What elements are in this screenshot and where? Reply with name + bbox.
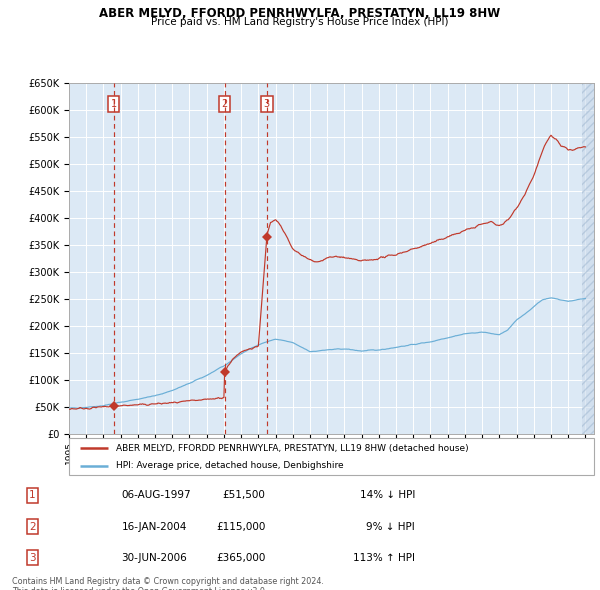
Text: £51,500: £51,500 (223, 490, 265, 500)
Text: ABER MELYD, FFORDD PENRHWYLFA, PRESTATYN, LL19 8HW: ABER MELYD, FFORDD PENRHWYLFA, PRESTATYN… (100, 7, 500, 20)
Text: ABER MELYD, FFORDD PENRHWYLFA, PRESTATYN, LL19 8HW (detached house): ABER MELYD, FFORDD PENRHWYLFA, PRESTATYN… (116, 444, 469, 453)
Text: £365,000: £365,000 (216, 553, 265, 563)
Text: £115,000: £115,000 (216, 522, 265, 532)
Text: 06-AUG-1997: 06-AUG-1997 (121, 490, 191, 500)
Text: Contains HM Land Registry data © Crown copyright and database right 2024.
This d: Contains HM Land Registry data © Crown c… (12, 577, 324, 590)
Text: 30-JUN-2006: 30-JUN-2006 (121, 553, 187, 563)
Text: 113% ↑ HPI: 113% ↑ HPI (353, 553, 415, 563)
Text: 2: 2 (29, 522, 35, 532)
Text: 14% ↓ HPI: 14% ↓ HPI (360, 490, 415, 500)
Bar (583, 83, 594, 434)
Text: 3: 3 (264, 99, 270, 109)
Text: HPI: Average price, detached house, Denbighshire: HPI: Average price, detached house, Denb… (116, 461, 344, 470)
Text: 9% ↓ HPI: 9% ↓ HPI (367, 522, 415, 532)
Text: Price paid vs. HM Land Registry's House Price Index (HPI): Price paid vs. HM Land Registry's House … (151, 17, 449, 27)
Text: 16-JAN-2004: 16-JAN-2004 (121, 522, 187, 532)
Text: 1: 1 (29, 490, 35, 500)
FancyBboxPatch shape (69, 438, 594, 475)
Text: 2: 2 (221, 99, 228, 109)
Text: 1: 1 (110, 99, 116, 109)
Text: 3: 3 (29, 553, 35, 563)
